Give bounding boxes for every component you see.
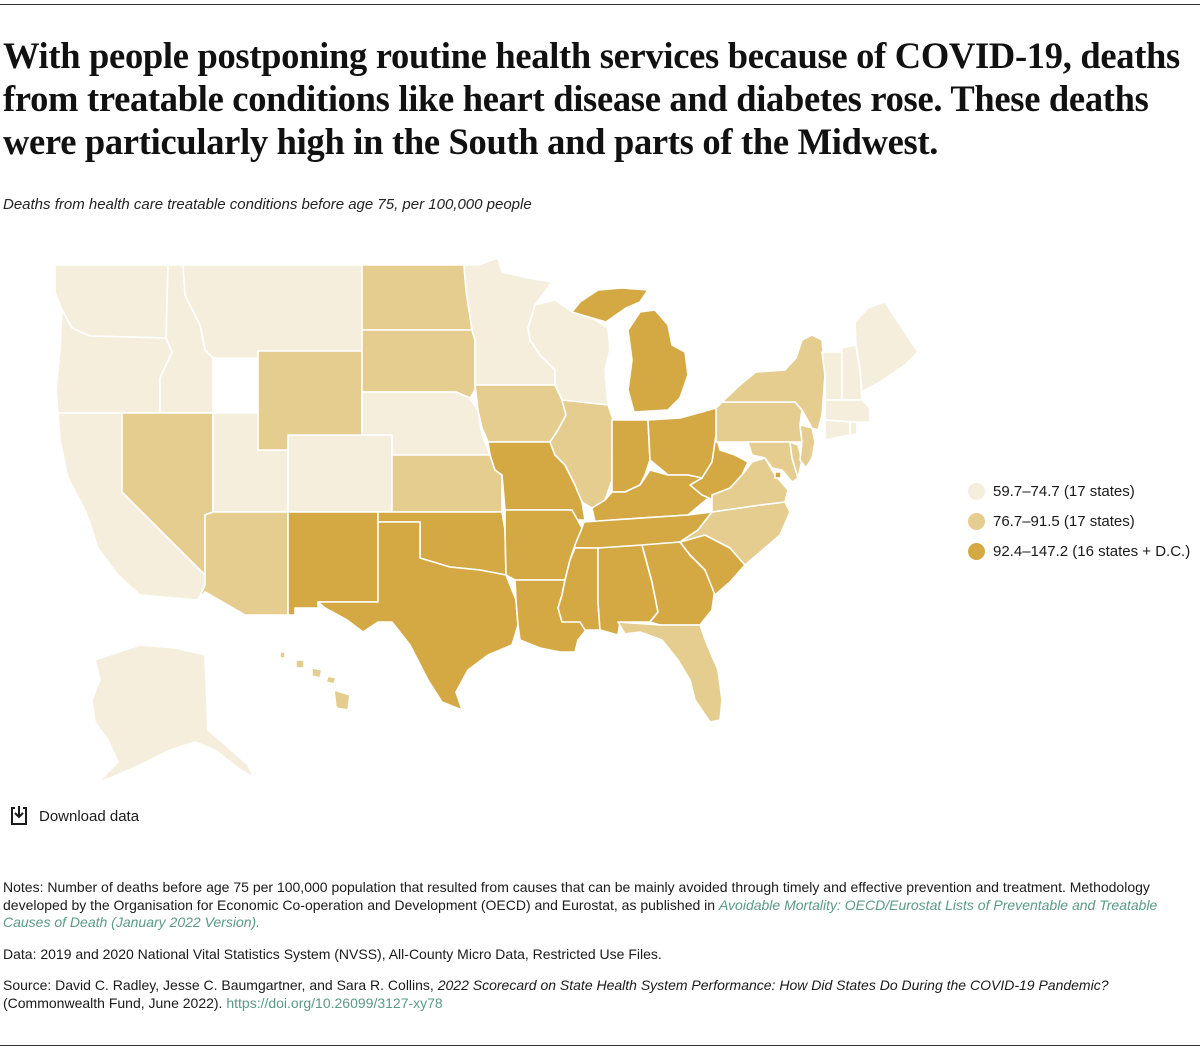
state-MT[interactable] [182, 264, 363, 359]
state-CO[interactable] [287, 434, 393, 513]
legend-swatch-low [968, 482, 985, 500]
legend-label-low: 59.7–74.7 (17 states) [993, 482, 1135, 500]
legend-swatch-high [968, 542, 985, 560]
map-subtitle: Deaths from health care treatable condit… [3, 196, 532, 213]
notes-section: Notes: Number of deaths before age 75 pe… [3, 879, 1193, 1026]
download-icon [11, 806, 27, 825]
source-text: Source: David C. Radley, Jesse C. Baumga… [3, 977, 438, 993]
state-AZ[interactable] [197, 511, 289, 616]
notes-paragraph: Notes: Number of deaths before age 75 pe… [3, 879, 1193, 932]
state-ME[interactable] [854, 301, 919, 393]
state-MI[interactable] [571, 287, 689, 413]
state-FL[interactable] [617, 621, 723, 723]
state-ND[interactable] [361, 264, 473, 331]
avoidable-mortality-link[interactable]: Avoidable Mortality: OECD/Eurostat Lists… [3, 896, 1158, 931]
state-DE[interactable] [789, 441, 803, 479]
state-TX[interactable] [317, 521, 519, 711]
notes-text: Notes: Number of deaths before age 75 pe… [3, 879, 1150, 913]
state-VA[interactable] [711, 457, 789, 513]
state-RI[interactable] [849, 421, 858, 436]
legend-label-mid: 76.7–91.5 (17 states) [993, 512, 1135, 530]
legend-item-high: 92.4–147.2 (16 states + D.C.) [968, 536, 1200, 566]
us-map-svg [54, 257, 919, 784]
state-IA[interactable] [474, 384, 567, 443]
state-NJ[interactable] [799, 424, 816, 469]
us-choropleth-map [0, 230, 960, 800]
source-title: 2022 Scorecard on State Health System Pe… [437, 977, 1109, 993]
state-VT[interactable] [821, 351, 843, 401]
doi-link[interactable]: https://doi.org/10.26099/3127-xy78 [226, 994, 443, 1011]
source-text-2: (Commonwealth Fund, June 2022). [3, 994, 227, 1011]
state-NE[interactable] [361, 391, 491, 456]
data-paragraph: Data: 2019 and 2020 National Vital Stati… [3, 945, 662, 962]
state-MA[interactable] [824, 399, 871, 423]
map-legend: 59.7–74.7 (17 states) 76.7–91.5 (17 stat… [968, 476, 1200, 566]
state-DC[interactable] [774, 471, 782, 479]
download-data-button[interactable]: Download data [9, 804, 139, 828]
legend-label-high: 92.4–147.2 (16 states + D.C.) [993, 542, 1191, 560]
state-PA[interactable] [715, 401, 803, 443]
state-SD[interactable] [361, 329, 476, 399]
source-paragraph: Source: David C. Radley, Jesse C. Baumga… [3, 977, 1193, 1012]
legend-item-low: 59.7–74.7 (17 states) [968, 476, 1200, 506]
state-AK[interactable] [91, 644, 255, 784]
headline: With people postponing routine health se… [3, 35, 1180, 162]
state-HI[interactable] [279, 651, 351, 711]
legend-item-mid: 76.7–91.5 (17 states) [968, 506, 1200, 536]
top-rule [0, 4, 1200, 5]
bottom-rule [0, 1045, 1200, 1046]
state-KS[interactable] [391, 454, 503, 513]
state-NM[interactable] [287, 511, 379, 616]
legend-swatch-mid [968, 512, 985, 530]
download-data-label: Download data [39, 807, 140, 825]
state-CT[interactable] [824, 419, 851, 441]
